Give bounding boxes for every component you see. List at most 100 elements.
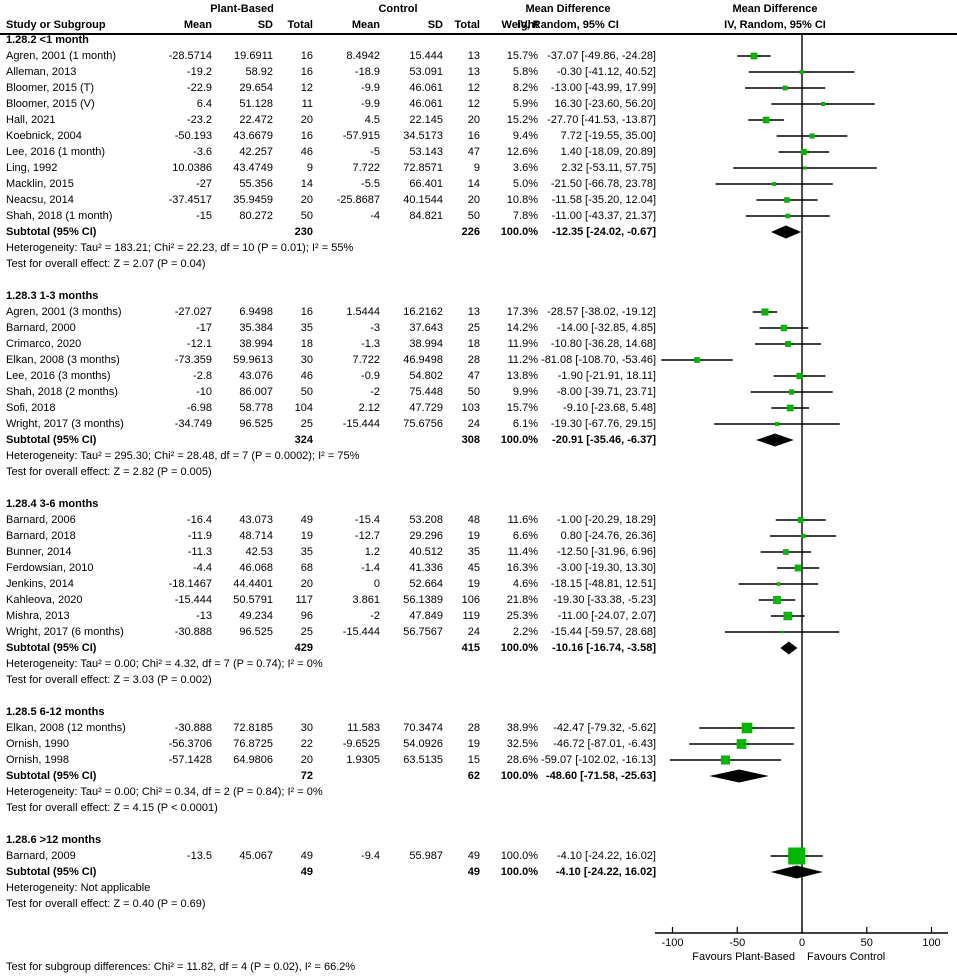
pb-mean: -12.1 [186,338,212,350]
col-header-ctl-mean: Mean [351,19,380,31]
control-mean: -12.7 [354,530,380,542]
pb-mean: -57.1428 [168,754,212,766]
study-row: Hall, 2021 -23.2 22.472 20 4.5 22.145 20 15.2% -… [0,112,957,128]
control-total: 103 [461,402,480,414]
control-sd: 22.145 [409,114,443,126]
weight-value: 13.8% [506,370,538,382]
control-sd: 55.987 [409,850,443,862]
col-header-md-ci-plot: IV, Random, 95% CI [724,19,826,31]
study-label: Elkan, 2008 (3 months) [6,354,120,366]
subgroup-heading-row: 1.28.5 6-12 months [0,704,957,720]
md-ci-text: -1.00 [-20.29, 18.29] [556,514,656,526]
axis-tick-label: -100 [661,937,684,949]
weight-value: 5.0% [512,178,538,190]
study-label: Alleman, 2013 [6,66,77,78]
study-row: Barnard, 2006 -16.4 43.073 49 -15.4 53.208 48 1… [0,512,957,528]
control-mean: -0.9 [361,370,380,382]
md-ci-text: -46.72 [-87.01, -6.43] [553,738,656,750]
control-total: 16 [467,130,480,142]
pb-total: 11 [301,98,313,110]
pb-total: 9 [306,162,313,174]
heterogeneity-row: Heterogeneity: Tau² = 0.00; Chi² = 0.34,… [0,784,957,800]
overall-effect-row: Test for overall effect: Z = 4.15 (P < 0… [0,800,957,816]
control-sd: 84.821 [409,210,443,222]
pb-mean: -11.9 [187,530,212,542]
control-total: 19 [467,578,480,590]
pb-subtotal-n: 49 [300,866,313,878]
pb-total: 50 [300,210,313,222]
md-ci-text: 0.80 [-24.76, 26.36] [560,530,656,542]
control-mean: -1.4 [361,562,380,574]
control-sd: 46.061 [409,82,443,94]
control-sd: 53.091 [409,66,443,78]
pb-sd: 76.8725 [233,738,273,750]
pb-mean: -13.5 [186,850,212,862]
md-ci-text: -1.90 [-21.91, 18.11] [557,370,656,382]
control-total: 35 [467,546,480,558]
overall-effect-text: Test for overall effect: Z = 3.03 (P = 0… [6,674,212,686]
pb-mean: -28.5714 [168,50,212,62]
control-sd: 52.664 [409,578,443,590]
col-header-ctl-sd: SD [427,19,443,31]
pb-total: 14 [300,178,313,190]
pb-sd: 72.8185 [233,722,273,734]
control-mean: 0 [373,578,380,590]
control-total: 19 [467,738,480,750]
subgroup-heading-row: 1.28.4 3-6 months [0,496,957,512]
pb-mean: -34.749 [174,418,212,430]
subtotal-weight: 100.0% [500,642,538,654]
pb-mean: -13 [196,610,212,622]
pb-sd: 42.257 [239,146,273,158]
md-ci-text: -59.07 [-102.02, -16.13] [541,754,656,766]
weight-value: 8.2% [512,82,538,94]
subgroup-label: 1.28.2 <1 month [6,34,89,46]
pb-sd: 22.472 [239,114,273,126]
weight-value: 10.8% [506,194,538,206]
study-row: Macklin, 2015 -27 55.356 14 -5.5 66.401 14 5.0%… [0,176,957,192]
control-total: 12 [467,82,480,94]
pb-total: 50 [300,386,313,398]
control-mean: -57.915 [342,130,380,142]
md-ci-text: -11.58 [-35.20, 12.04] [551,194,656,206]
pb-sd: 49.234 [239,610,273,622]
pb-sd: 96.525 [239,418,273,430]
pb-mean: -3.6 [193,146,212,158]
control-subtotal-n: 308 [461,434,480,446]
overall-effect-row: Test for overall effect: Z = 2.07 (P = 0… [0,256,957,272]
control-mean: -1.3 [361,338,380,350]
header-divider-line [0,33,957,35]
control-sd: 56.1389 [403,594,443,606]
pb-sd: 58.778 [239,402,273,414]
control-mean: 1.9305 [346,754,380,766]
md-ci-text: -9.10 [-23.68, 5.48] [563,402,656,414]
control-total: 24 [467,626,480,638]
study-label: Wright, 2017 (6 months) [6,626,124,638]
control-sd: 53.143 [409,146,443,158]
md-ci-text: -21.50 [-66.78, 23.78] [550,178,656,190]
weight-value: 11.2% [507,354,538,366]
weight-value: 15.2% [506,114,538,126]
weight-value: 28.6% [506,754,538,766]
control-total: 47 [467,146,480,158]
md-ci-text: -0.30 [-41.12, 40.52] [556,66,656,78]
overall-effect-row: Test for overall effect: Z = 0.40 (P = 0… [0,896,957,912]
pb-total: 20 [300,114,313,126]
pb-total: 19 [300,530,313,542]
control-mean: 4.5 [364,114,380,126]
pb-mean: 10.0386 [172,162,212,174]
subgroup-label: 1.28.3 1-3 months [6,290,99,302]
md-ci-text: -11.00 [-43.37, 21.37] [551,210,656,222]
control-total: 20 [467,114,480,126]
axis-tick-label: 100 [922,937,941,949]
col-header-weight: Weight [501,19,538,31]
pb-total: 12 [300,82,313,94]
study-row: Mishra, 2013 -13 49.234 96 -2 47.849 119 25.3% -… [0,608,957,624]
subgroup-differences-text: Test for subgroup differences: Chi² = 11… [6,961,356,973]
weight-value: 3.6% [512,162,538,174]
study-row: Wright, 2017 (3 months) -34.749 96.525 25 -1… [0,416,957,432]
pb-sd: 35.9459 [233,194,273,206]
heterogeneity-row: Heterogeneity: Tau² = 183.21; Chi² = 22.… [0,240,957,256]
study-row: Ferdowsian, 2010 -4.4 46.068 68 -1.4 41.336 45… [0,560,957,576]
pb-subtotal-n: 429 [294,642,313,654]
subtotal-label: Subtotal (95% CI) [6,642,97,654]
